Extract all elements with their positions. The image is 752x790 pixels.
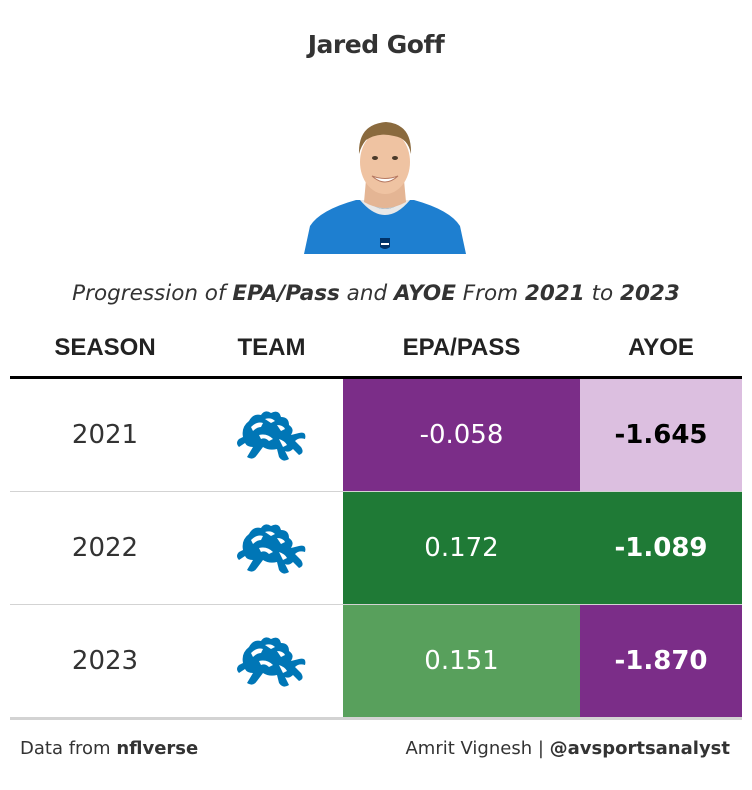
table-row: 2023 0.151 -1.870 xyxy=(10,605,742,720)
footer-credit: Amrit Vignesh | @avsportsanalyst xyxy=(405,738,730,759)
epa-cell: -0.058 xyxy=(343,379,580,491)
team-cell xyxy=(200,605,343,717)
season-cell: 2023 xyxy=(71,646,139,676)
ayoe-cell: -1.089 xyxy=(580,492,742,604)
column-header-team: TEAM xyxy=(237,334,306,361)
epa-cell: 0.151 xyxy=(343,605,580,717)
season-cell: 2021 xyxy=(71,420,139,450)
column-header-epa: EPA/PASS xyxy=(402,334,521,361)
table-body: 2021 -0.058 -1.645 2022 0.172 -1.089 2023 0.… xyxy=(10,379,742,720)
team-cell xyxy=(200,492,343,604)
chart-subtitle: Progression of EPA/Pass and AYOE From 20… xyxy=(72,281,680,306)
detroit-lions-logo-icon xyxy=(235,407,309,463)
table-row: 2022 0.172 -1.089 xyxy=(10,492,742,605)
detroit-lions-logo-icon xyxy=(235,633,309,689)
table-header: SEASON TEAM EPA/PASS AYOE xyxy=(10,322,742,379)
table-row: 2021 -0.058 -1.645 xyxy=(10,379,742,492)
team-cell xyxy=(200,379,343,491)
column-header-ayoe: AYOE xyxy=(628,334,694,361)
season-cell: 2022 xyxy=(71,533,139,563)
ayoe-cell: -1.870 xyxy=(580,605,742,717)
epa-cell: 0.172 xyxy=(343,492,580,604)
stats-table: SEASON TEAM EPA/PASS AYOE 2021 -0.058 -1.… xyxy=(10,322,742,720)
detroit-lions-logo-icon xyxy=(235,520,309,576)
column-header-season: SEASON xyxy=(54,334,156,361)
ayoe-cell: -1.645 xyxy=(580,379,742,491)
chart-title: Jared Goff xyxy=(307,30,445,59)
footer-source: Data from nflverse xyxy=(20,738,199,759)
player-headshot xyxy=(304,114,466,254)
